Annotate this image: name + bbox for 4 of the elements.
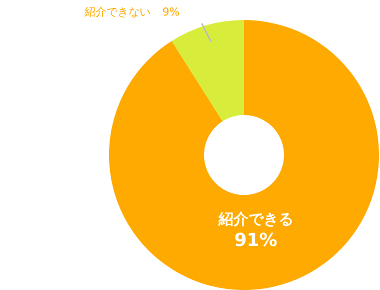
slice-label: 紹介できない (83, 5, 150, 18)
data-label: 9% (162, 5, 180, 18)
slice-label: 紹介できる (217, 210, 294, 228)
data-label: 91% (234, 230, 278, 251)
